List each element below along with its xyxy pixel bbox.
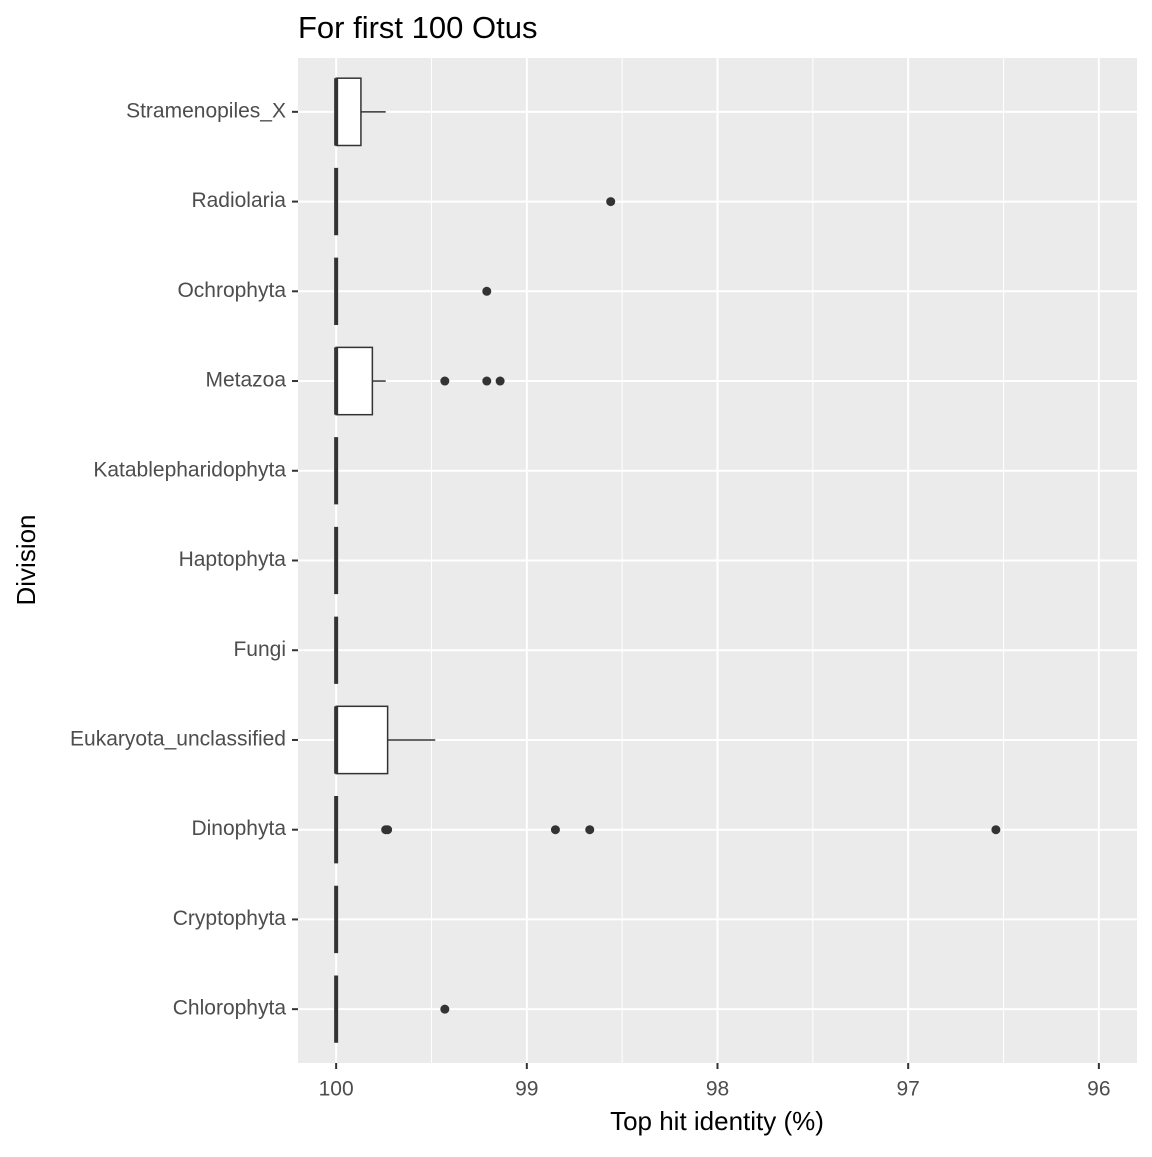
outlier — [585, 825, 595, 835]
box — [335, 705, 389, 775]
outlier — [383, 825, 393, 835]
y-tick-label: Chlorophyta — [173, 997, 287, 1020]
x-tick-label: 98 — [706, 1078, 729, 1101]
y-tick-label: Metazoa — [205, 369, 286, 392]
chart-title: For first 100 Otus — [298, 10, 537, 45]
box — [335, 77, 362, 147]
y-tick-label: Stramenopiles_X — [126, 99, 286, 122]
box — [335, 346, 374, 416]
outlier — [440, 376, 450, 386]
x-tick-label: 97 — [897, 1078, 920, 1101]
y-axis-label: Division — [11, 514, 41, 605]
x-tick-label: 100 — [319, 1078, 354, 1101]
y-tick-label: Ochrophyta — [177, 279, 286, 302]
outlier — [482, 286, 492, 296]
y-tick-label: Dinophyta — [191, 817, 286, 840]
x-tick-label: 99 — [515, 1078, 538, 1101]
x-axis-label: Top hit identity (%) — [610, 1106, 824, 1136]
outlier — [606, 197, 616, 207]
y-tick-label: Fungi — [233, 638, 286, 661]
y-tick-label: Eukaryota_unclassified — [70, 728, 286, 751]
outlier — [440, 1004, 450, 1014]
y-tick-label: Haptophyta — [179, 548, 287, 571]
x-tick-label: 96 — [1087, 1078, 1110, 1101]
outlier — [495, 376, 505, 386]
outlier — [991, 825, 1001, 835]
outlier — [482, 376, 492, 386]
y-tick-label: Radiolaria — [191, 189, 286, 212]
y-tick-label: Katablepharidophyta — [93, 458, 286, 481]
outlier — [550, 825, 560, 835]
y-tick-label: Cryptophyta — [173, 907, 287, 930]
